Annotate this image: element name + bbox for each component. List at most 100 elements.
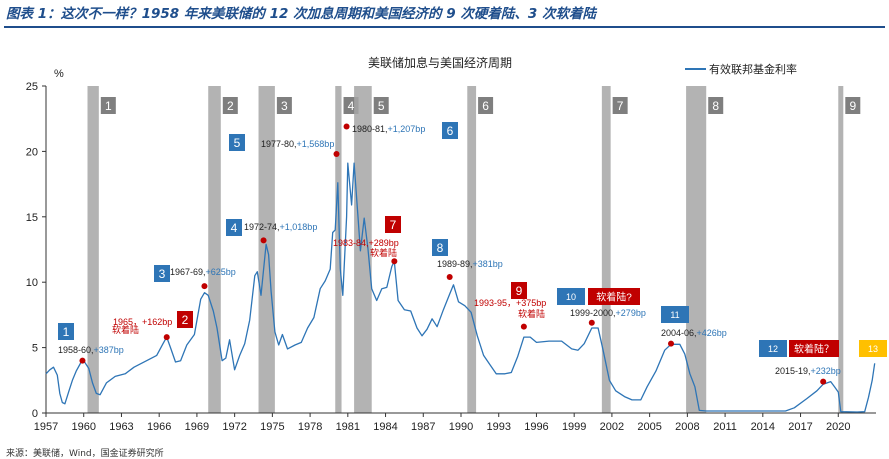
recession-band — [838, 86, 844, 413]
x-tick-label: 1963 — [109, 421, 133, 433]
hike-cycle-number: 1 — [63, 325, 70, 339]
recession-number-box — [100, 97, 116, 114]
cycle-peak-point — [588, 319, 595, 326]
recession-number-box — [845, 97, 861, 114]
hike-cycle-number: 13 — [868, 344, 878, 354]
x-tick-label: 2020 — [826, 421, 850, 433]
hike-cycle-badge — [226, 219, 242, 236]
hike-cycle-number: 5 — [234, 136, 241, 150]
cycle-peak-point — [820, 378, 827, 385]
hike-cycle-badge — [177, 311, 193, 328]
cycle-peak-point — [343, 123, 350, 130]
cycle-bp: +1,568bp — [297, 139, 335, 149]
recession-number-box — [478, 97, 494, 114]
cycle-label: 1983-84,+289bp — [333, 238, 399, 248]
y-tick-label: 25 — [26, 81, 38, 93]
x-tick-label: 1981 — [336, 421, 360, 433]
recession-band — [87, 86, 99, 413]
cycle-bp: +387bp — [94, 345, 124, 355]
cycle-bp: +426bp — [697, 328, 727, 338]
legend-label: 有效联邦基金利率 — [709, 62, 797, 76]
cycle-peak-point — [201, 283, 208, 290]
recession-number: 6 — [482, 99, 489, 113]
cycle-period: 1967-69, — [170, 267, 206, 277]
cycle-peak-point — [391, 258, 398, 265]
cycle-peak-point — [668, 340, 675, 347]
hike-cycle-badge — [58, 323, 74, 340]
cycle-peak-point — [446, 273, 453, 280]
recession-number: 9 — [849, 99, 856, 113]
cycle-label: 1965，+162bp — [113, 317, 172, 327]
soft-landing-question-box — [588, 288, 640, 305]
cycle-label: 2004-06,+426bp — [661, 328, 727, 338]
hike-cycle-number: 7 — [390, 218, 397, 232]
soft-landing-note: 软着陆 — [370, 247, 397, 258]
recession-number: 2 — [227, 99, 234, 113]
recession-number: 1 — [105, 99, 112, 113]
x-tick-label: 1957 — [34, 421, 58, 433]
y-tick-label: 0 — [32, 408, 38, 420]
recession-number-box — [708, 97, 724, 114]
recession-number: 4 — [348, 99, 355, 113]
cycle-period: 2015-19, — [775, 366, 811, 376]
x-tick-label: 2011 — [713, 421, 737, 433]
cycle-period: 1980-81, — [352, 124, 388, 134]
cycle-peak-point — [79, 357, 86, 364]
hike-cycle-badge — [557, 288, 585, 305]
soft-landing-note: 软着陆 — [518, 308, 545, 319]
soft-landing-question: 软着陆? — [596, 291, 632, 304]
hike-cycle-badge — [432, 239, 448, 256]
cycle-bp: +381bp — [473, 259, 503, 269]
recession-number-box — [276, 97, 292, 114]
x-tick-label: 1990 — [449, 421, 473, 433]
recession-band — [467, 86, 477, 413]
y-tick-label: 15 — [26, 212, 38, 224]
y-tick-label: 5 — [32, 343, 38, 355]
cycle-peak-point — [333, 151, 340, 158]
x-tick-label: 1999 — [562, 421, 586, 433]
recession-number: 3 — [281, 99, 288, 113]
cycle-label: 1958-60,+387bp — [58, 345, 124, 355]
cycle-bp: +232bp — [811, 366, 841, 376]
x-tick-label: 1987 — [411, 421, 435, 433]
cycle-bp: +162bp — [142, 317, 172, 327]
soft-landing-question: 软着陆？ — [794, 343, 834, 356]
cycle-period: 1958-60, — [58, 345, 94, 355]
x-tick-label: 2005 — [637, 421, 661, 433]
hike-cycle-number: 8 — [437, 241, 444, 255]
recession-band — [686, 86, 707, 413]
hike-cycle-number: 12 — [768, 344, 778, 354]
recession-band — [208, 86, 221, 413]
hike-cycle-badge — [229, 134, 245, 151]
x-tick-label: 1978 — [298, 421, 322, 433]
x-tick-label: 2008 — [675, 421, 699, 433]
x-tick-label: 1984 — [373, 421, 397, 433]
fed-funds-rate-line — [45, 162, 876, 413]
hike-cycle-badge — [385, 216, 401, 233]
recession-number: 7 — [617, 99, 624, 113]
soft-landing-question-box — [789, 340, 839, 357]
recession-number: 8 — [712, 99, 719, 113]
hike-cycle-number: 2 — [182, 313, 189, 327]
y-tick-label: 20 — [26, 146, 38, 158]
hike-cycle-number: 6 — [447, 124, 454, 138]
x-tick-label: 1972 — [222, 421, 246, 433]
hike-cycle-number: 4 — [231, 221, 238, 235]
x-tick-label: 1993 — [486, 421, 510, 433]
y-tick-label: 10 — [26, 277, 38, 289]
x-tick-label: 1969 — [185, 421, 209, 433]
cycle-bp: +1,018bp — [280, 222, 318, 232]
soft-landing-note: 软着陆 — [112, 324, 139, 335]
recession-band — [354, 86, 372, 413]
x-tick-label: 2017 — [788, 421, 812, 433]
cycle-period: 1993-95， — [474, 298, 516, 308]
cycle-label: 1993-95，+375bp — [474, 298, 546, 308]
cycle-period: 2004-06, — [661, 328, 697, 338]
cycle-peak-point — [163, 334, 170, 341]
cycle-peak-point — [260, 237, 267, 244]
cycle-bp: +279bp — [616, 308, 646, 318]
source-note: 来源：美联储，Wind，国金证券研究所 — [6, 449, 164, 459]
recession-number-box — [612, 97, 628, 114]
cycle-bp: +625bp — [206, 267, 236, 277]
